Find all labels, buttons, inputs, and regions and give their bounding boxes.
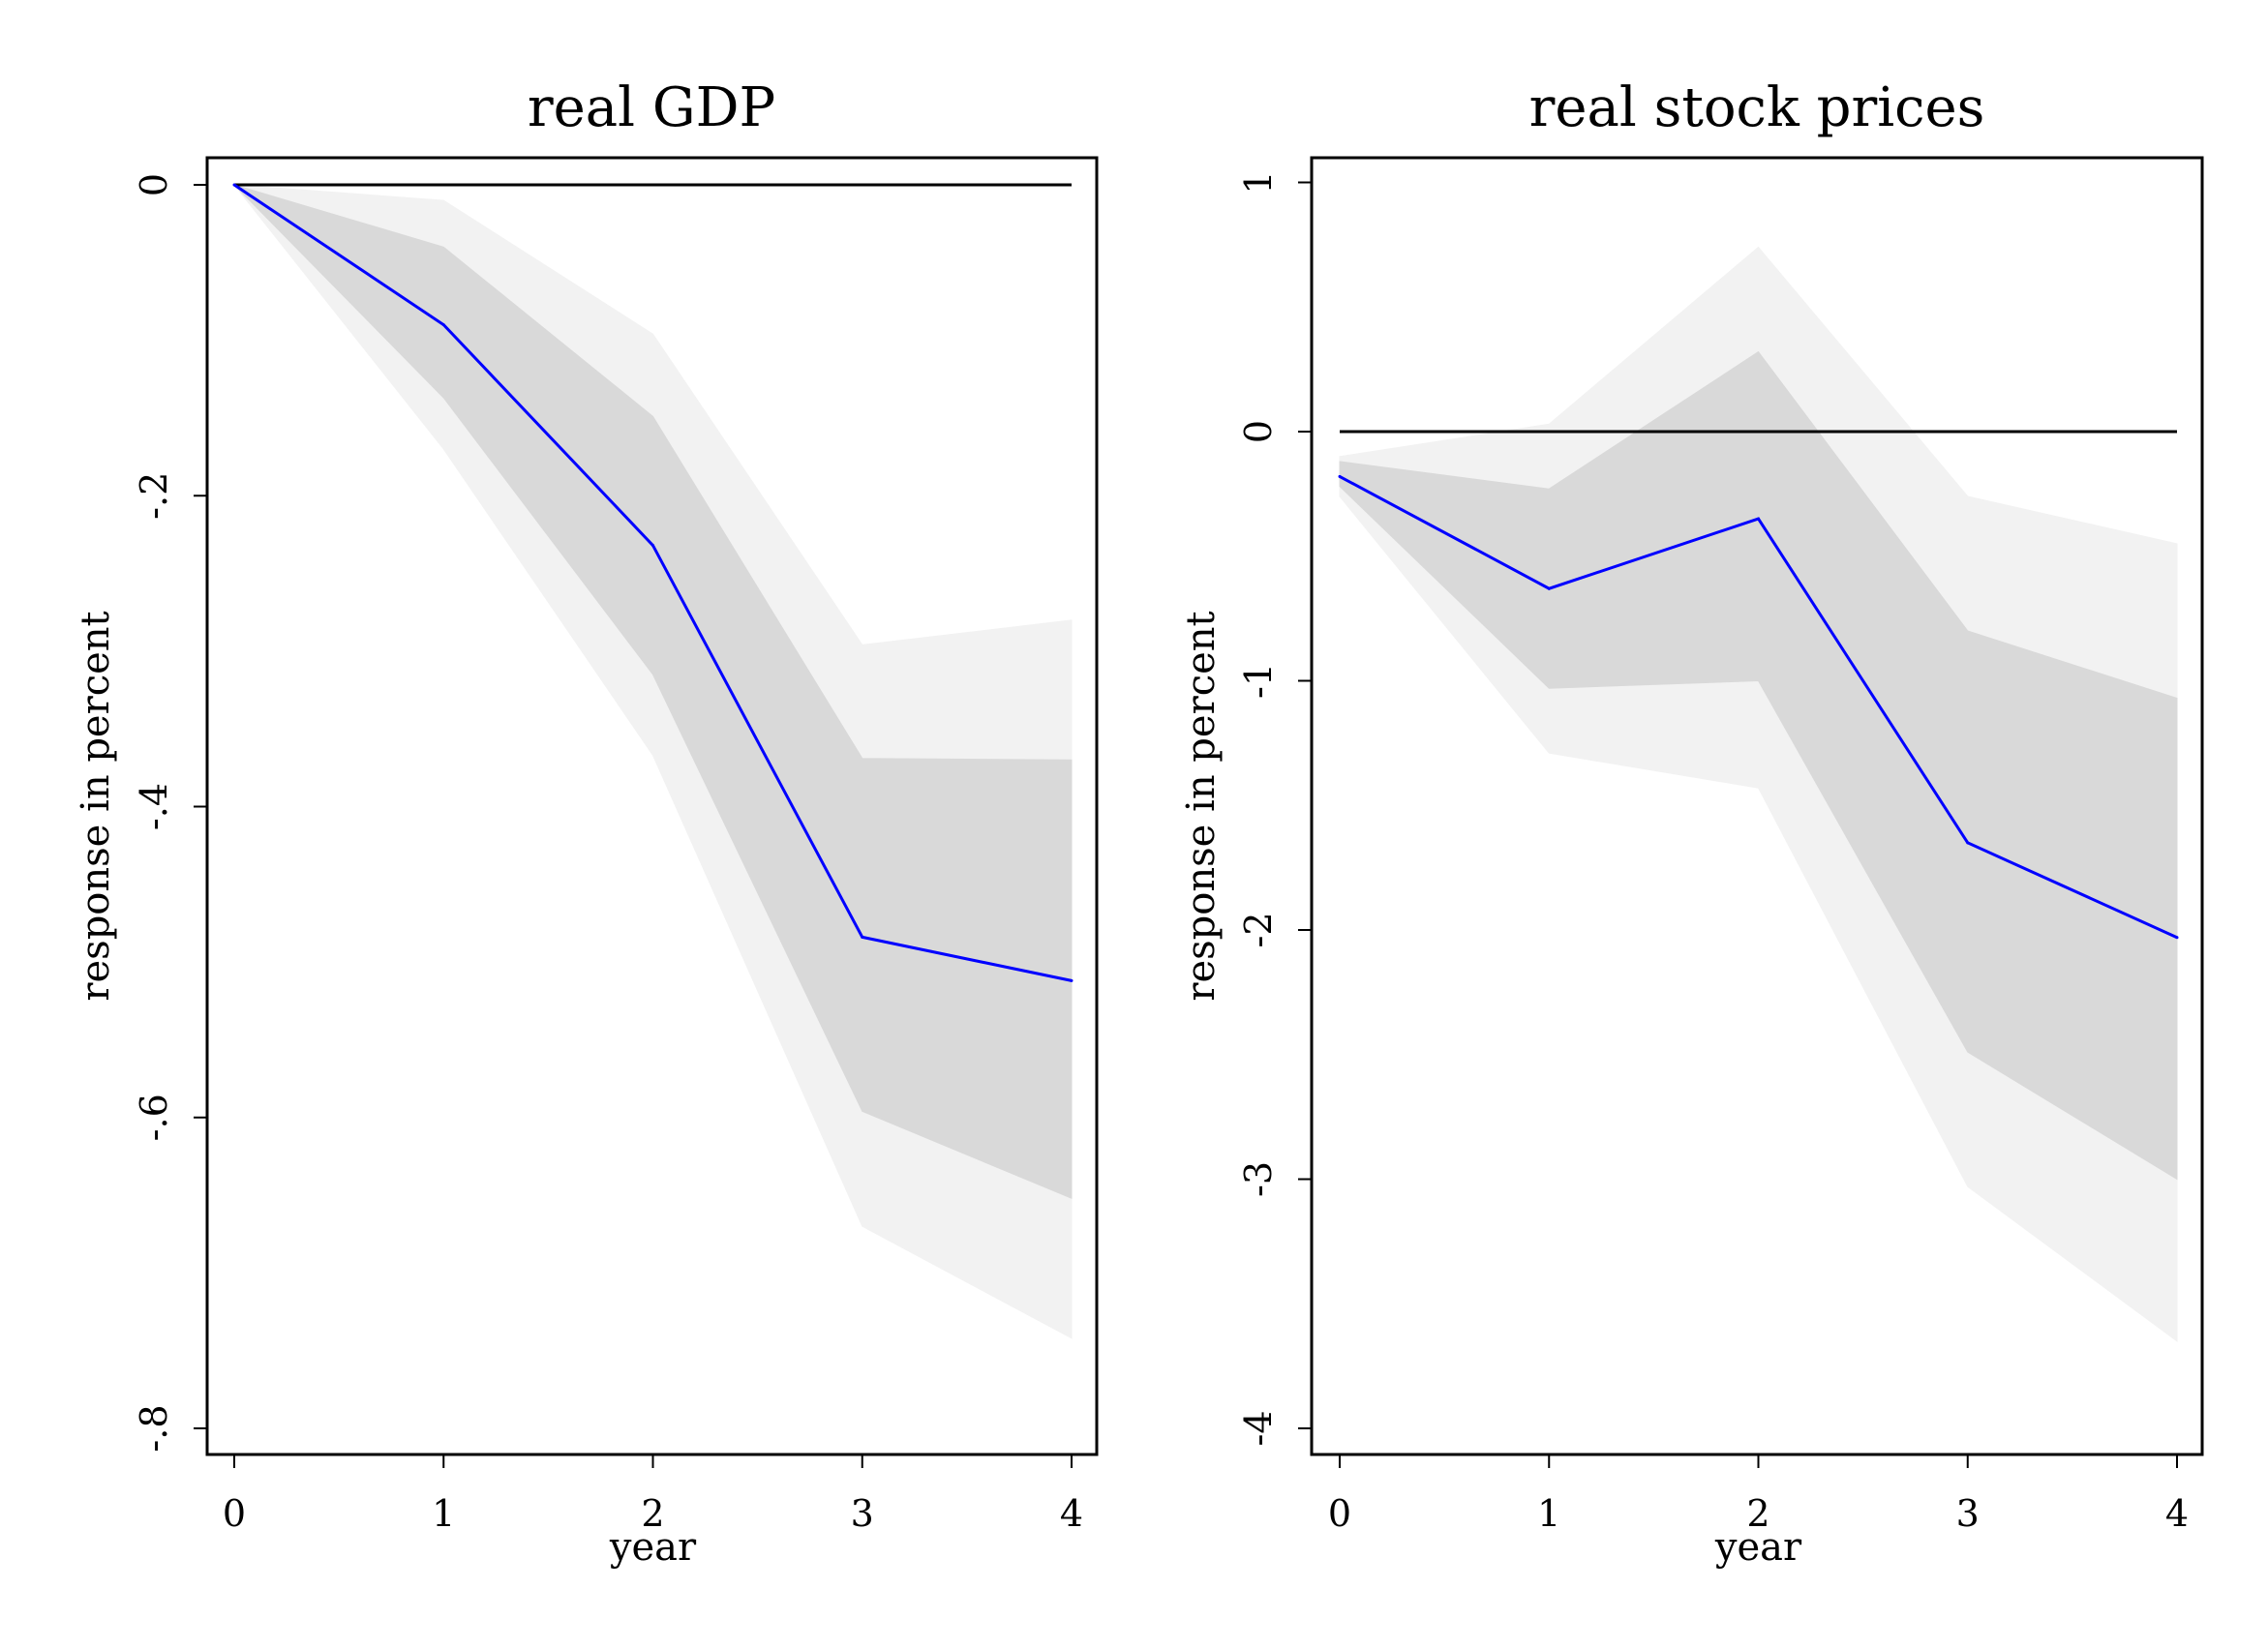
panel-1-y-tick-label: -.2 — [133, 472, 175, 520]
panel-2-response-point — [2175, 936, 2179, 940]
panel-2-y-tick-label: -4 — [1237, 1410, 1280, 1446]
panel-2-y-tick-label: -1 — [1237, 663, 1280, 699]
panel-2-x-tick-label: 4 — [2165, 1492, 2189, 1535]
panel-1-x-tick-label: 4 — [1060, 1492, 1083, 1535]
panel-1-response-point — [441, 323, 445, 327]
panel-2-response-point — [1338, 474, 1342, 478]
panel-1-chart: real GDP 0 1 2 3 4 year 0 -.2 -.4 -.6 -.8 response i… — [74, 76, 1099, 1570]
panel-1-x-tick-label: 2 — [641, 1492, 664, 1535]
panel-2-response-point — [1757, 517, 1760, 521]
panel-1-x-axis-label: year — [609, 1525, 697, 1570]
panel-1-chart-title: real GDP — [528, 76, 775, 139]
panel-2-inner-confidence-band — [1339, 350, 2178, 1181]
panel-2-y-axis-label: response in percent — [1179, 611, 1224, 1001]
panel-2-response-point — [1966, 841, 1970, 845]
panel-2-chart: real stock prices 0 1 2 3 4 year 1 0 -1 -2 -3 -4 resp… — [1179, 76, 2204, 1570]
panel-1-response-point — [1070, 978, 1074, 982]
panel-1-y-axis-label: response in percent — [74, 611, 118, 1001]
panel-2-x-tick-label: 3 — [1956, 1492, 1980, 1535]
panel-2-chart-title: real stock prices — [1529, 76, 1985, 139]
panel-1-response-point — [861, 935, 864, 939]
panel-1-x-tick-label: 1 — [432, 1492, 455, 1535]
panel-1-inner-confidence-band — [233, 184, 1073, 1200]
panel-2-y-tick-label: 1 — [1237, 170, 1280, 194]
panel-2-x-tick-label: 1 — [1537, 1492, 1560, 1535]
panel-2-x-tick-label: 2 — [1746, 1492, 1769, 1535]
panel-2-response-point — [1547, 586, 1551, 590]
panel-1-response-point — [651, 544, 654, 548]
panel-2-y-tick-label: -3 — [1237, 1161, 1280, 1197]
panel-1-y-tick-label: -.4 — [133, 783, 175, 830]
panel-2-y-tick-label: 0 — [1237, 420, 1280, 443]
panel-2-y-tick-label: -2 — [1237, 912, 1280, 947]
panel-1-x-tick-label: 0 — [223, 1492, 246, 1535]
panel-1-y-tick-label: -.8 — [133, 1404, 175, 1452]
panel-1-response-point — [232, 183, 236, 187]
panel-2-x-axis-label: year — [1714, 1525, 1802, 1570]
panel-1-y-tick-label: -.6 — [133, 1094, 175, 1141]
panel-1-y-tick-label: 0 — [133, 173, 175, 196]
panel-2-plot-frame — [1310, 156, 2204, 1456]
panel-2-x-tick-label: 0 — [1328, 1492, 1351, 1535]
panel-1-x-tick-label: 3 — [851, 1492, 874, 1535]
